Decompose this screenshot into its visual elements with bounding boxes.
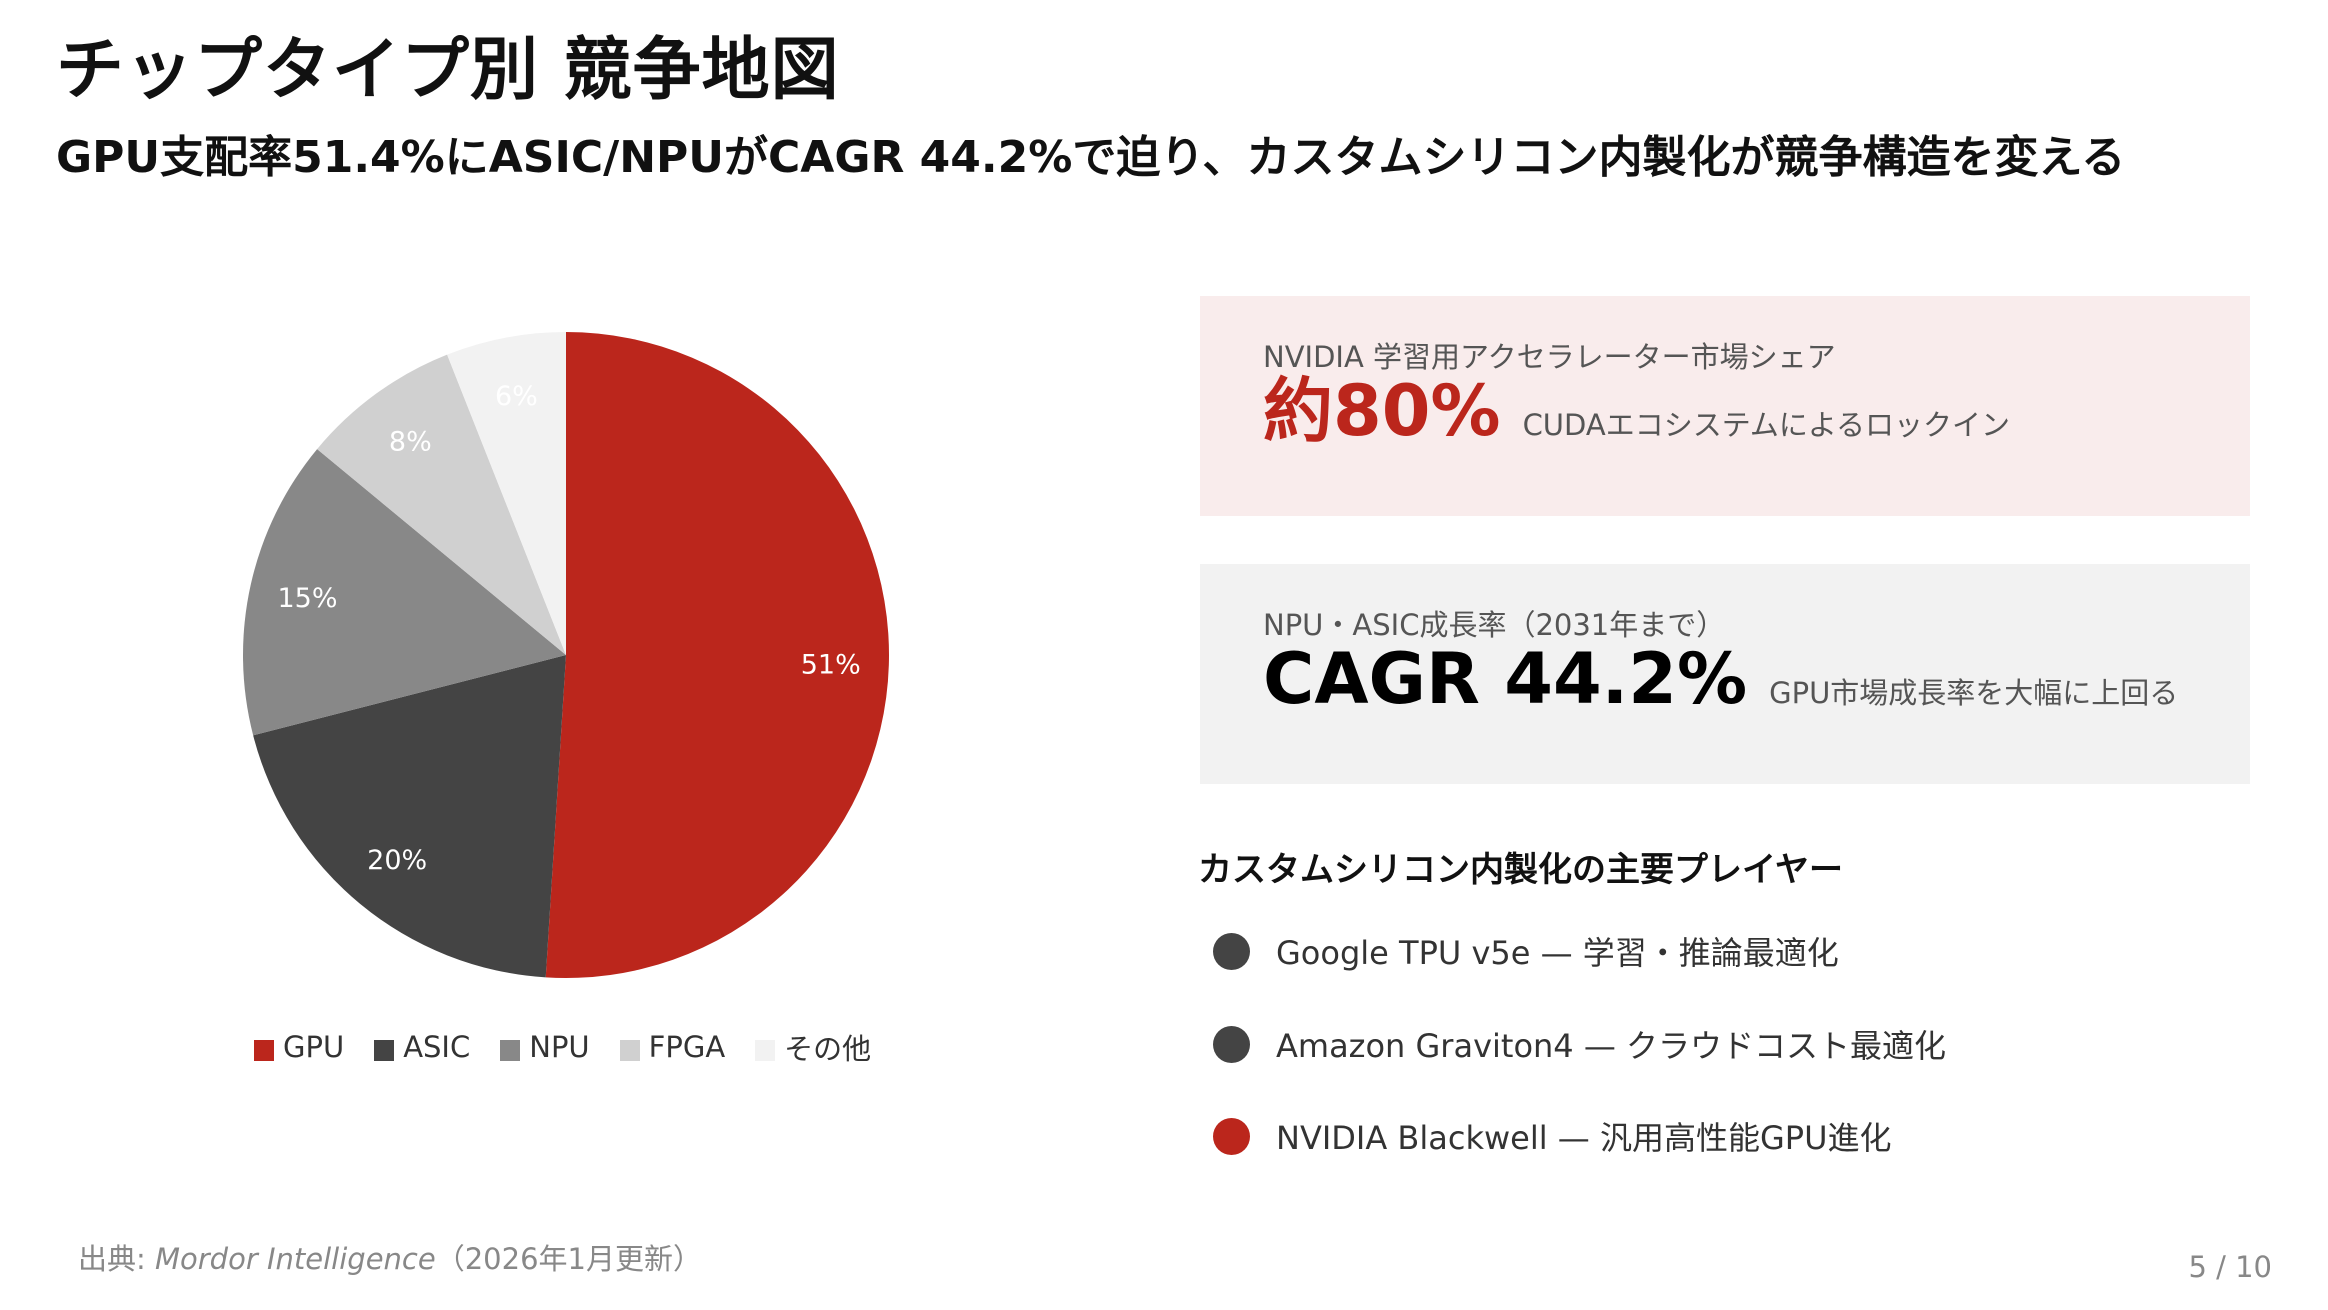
player-text: NVIDIA Blackwell — 汎用高性能GPU進化 bbox=[1276, 1119, 1892, 1157]
pie-slice-npu bbox=[243, 449, 566, 736]
bullet-dot-icon bbox=[1213, 1117, 1250, 1155]
nvidia-share-card: NVIDIA 学習用アクセラレーター市場シェア 約80% CUDAエコシステムに… bbox=[1200, 296, 2250, 516]
page-subtitle: GPU支配率51.4%にASIC/NPUがCAGR 44.2%で迫り、カスタムシ… bbox=[56, 132, 2126, 183]
npu-asic-growth-card: NPU・ASIC成長率（2031年まで） CAGR 44.2% GPU市場成長率… bbox=[1200, 564, 2250, 784]
page-title: チップタイプ別 競争地図 bbox=[56, 31, 840, 110]
legend-swatch-icon bbox=[500, 1039, 521, 1061]
pie-chart: 51% 20% 15% 8% 6% bbox=[200, 300, 960, 1100]
pie-label: 15% bbox=[278, 583, 338, 614]
legend-item: NPU bbox=[500, 1030, 590, 1064]
player-item: NVIDIA Blackwell — 汎用高性能GPU進化 bbox=[1213, 1113, 1892, 1159]
legend-swatch-icon bbox=[755, 1039, 776, 1061]
player-text: Amazon Graviton4 — クラウドコスト最適化 bbox=[1276, 1027, 1947, 1065]
legend-label: GPU bbox=[283, 1030, 345, 1064]
pie-chart-svg: 51% 20% 15% 8% 6% bbox=[243, 332, 890, 978]
legend-label: その他 bbox=[784, 1032, 872, 1066]
legend-swatch-icon bbox=[619, 1039, 640, 1061]
source-suffix: （2026年1月更新） bbox=[435, 1242, 702, 1276]
bullet-dot-icon bbox=[1213, 932, 1250, 970]
source-prefix: 出典: bbox=[78, 1242, 155, 1276]
legend-label: ASIC bbox=[403, 1030, 471, 1064]
legend-item: その他 bbox=[755, 1026, 871, 1068]
card-note: GPU市場成長率を大幅に上回る bbox=[1769, 676, 2179, 710]
players-heading: カスタムシリコン内製化の主要プレイヤー bbox=[1198, 850, 1843, 890]
pie-label: 51% bbox=[801, 649, 861, 680]
pie-slice-asic bbox=[253, 655, 566, 978]
legend-item: FPGA bbox=[619, 1030, 726, 1064]
page-number: 5 / 10 bbox=[2188, 1250, 2272, 1284]
chart-legend: GPU ASIC NPU FPGA その他 bbox=[254, 1026, 901, 1068]
pie-slice-gpu bbox=[545, 332, 890, 978]
card-label: NPU・ASIC成長率（2031年まで） bbox=[1263, 608, 1726, 642]
source-name: Mordor Intelligence bbox=[155, 1242, 436, 1276]
player-text: Google TPU v5e — 学習・推論最適化 bbox=[1276, 934, 1839, 972]
card-value: 約80% bbox=[1263, 370, 1501, 452]
legend-item: GPU bbox=[254, 1030, 344, 1064]
pie-slice-その他 bbox=[447, 332, 566, 655]
player-item: Amazon Graviton4 — クラウドコスト最適化 bbox=[1213, 1021, 1946, 1067]
legend-label: FPGA bbox=[648, 1030, 726, 1064]
pie-label: 8% bbox=[389, 427, 432, 458]
legend-label: NPU bbox=[529, 1030, 590, 1064]
legend-swatch-icon bbox=[374, 1039, 395, 1061]
source-citation: 出典: Mordor Intelligence（2026年1月更新） bbox=[78, 1236, 702, 1278]
legend-item: ASIC bbox=[374, 1030, 470, 1064]
card-value: CAGR 44.2% bbox=[1263, 638, 1748, 720]
legend-swatch-icon bbox=[254, 1039, 274, 1061]
pie-slice-fpga bbox=[317, 354, 566, 655]
card-label: NVIDIA 学習用アクセラレーター市場シェア bbox=[1263, 340, 1836, 374]
pie-label: 20% bbox=[367, 845, 427, 876]
pie-label: 6% bbox=[495, 381, 538, 412]
player-item: Google TPU v5e — 学習・推論最適化 bbox=[1213, 928, 1839, 974]
bullet-dot-icon bbox=[1213, 1025, 1250, 1063]
card-note: CUDAエコシステムによるロックイン bbox=[1522, 408, 2010, 442]
